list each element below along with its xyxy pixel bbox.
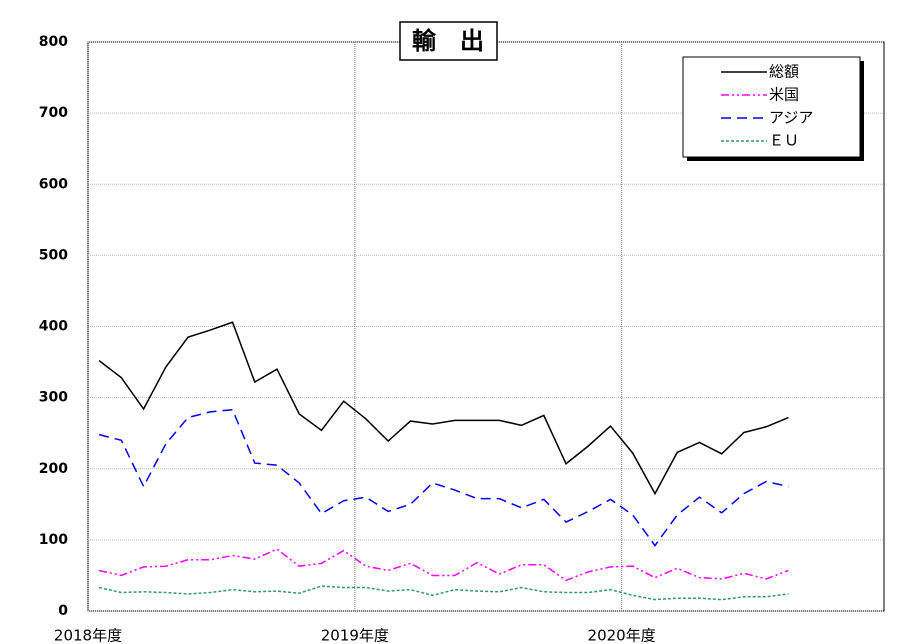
y-tick-label: 300 xyxy=(39,390,68,406)
x-tick-label: 2020年度 xyxy=(588,627,656,644)
y-tick-label: 500 xyxy=(39,247,68,263)
series-line xyxy=(98,408,789,547)
x-tick-label: 2019年度 xyxy=(321,627,389,644)
series-line xyxy=(98,548,789,582)
y-tick-label: 200 xyxy=(39,461,68,477)
legend-label: アジア xyxy=(769,109,813,127)
y-tick-label: 100 xyxy=(39,532,68,548)
y-tick-label: 400 xyxy=(39,319,68,335)
series-line xyxy=(98,585,789,601)
y-tick-label: 800 xyxy=(39,34,68,50)
y-tick-label: 700 xyxy=(39,105,68,121)
x-tick-label: 2018年度 xyxy=(54,627,122,644)
y-tick-label: 0 xyxy=(58,603,68,619)
legend-box xyxy=(682,56,861,158)
legend-label: ＥＵ xyxy=(769,132,799,150)
series-line xyxy=(98,321,789,496)
title-box xyxy=(399,21,498,61)
legend-label: 米国 xyxy=(769,86,799,104)
y-tick-label: 600 xyxy=(39,176,68,192)
legend-label: 総額 xyxy=(769,63,799,81)
chart-title: 輸 出 xyxy=(412,27,484,55)
